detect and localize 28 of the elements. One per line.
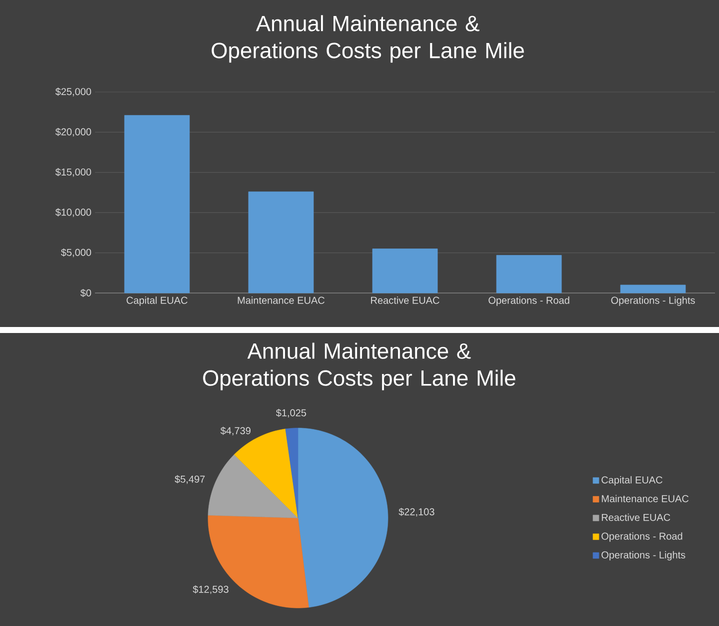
y-tick-label: $25,000 bbox=[55, 88, 92, 96]
x-tick-label: Operations - Lights bbox=[611, 296, 695, 306]
bar bbox=[496, 255, 562, 294]
y-tick-label: $10,000 bbox=[55, 208, 92, 217]
bar bbox=[124, 115, 190, 294]
data-label: $12,593 bbox=[192, 585, 228, 594]
legend-label: Maintenance EUAC bbox=[602, 494, 689, 502]
x-tick-label: Maintenance EUAC bbox=[238, 296, 325, 304]
bar bbox=[248, 191, 314, 294]
y-tick-label: $5,000 bbox=[60, 248, 92, 258]
legend-label: Operations - Lights bbox=[602, 551, 686, 560]
data-label: $1,025 bbox=[276, 408, 306, 418]
data-label: $22,103 bbox=[398, 508, 434, 517]
chart-title: Annual Maintenance & Operations Costs per Lane Mile bbox=[212, 15, 524, 63]
data-label: $5,497 bbox=[174, 475, 205, 484]
data-label: $4,739 bbox=[220, 426, 250, 436]
x-tick-label: Operations - Road bbox=[488, 296, 570, 306]
bar bbox=[372, 248, 438, 294]
chart-title: Annual Maintenance & Operations Costs per Lane Mile bbox=[203, 342, 516, 390]
y-tick-label: $0 bbox=[80, 288, 92, 298]
y-tick-label: $15,000 bbox=[55, 168, 92, 177]
legend-label: Operations - Road bbox=[602, 532, 682, 542]
bar bbox=[620, 284, 686, 294]
x-tick-label: Reactive EUAC bbox=[371, 296, 440, 304]
legend-label: Reactive EUAC bbox=[602, 514, 670, 521]
legend-label: Capital EUAC bbox=[602, 476, 662, 486]
x-tick-label: Capital EUAC bbox=[126, 296, 188, 306]
y-tick-label: $20,000 bbox=[55, 128, 92, 137]
